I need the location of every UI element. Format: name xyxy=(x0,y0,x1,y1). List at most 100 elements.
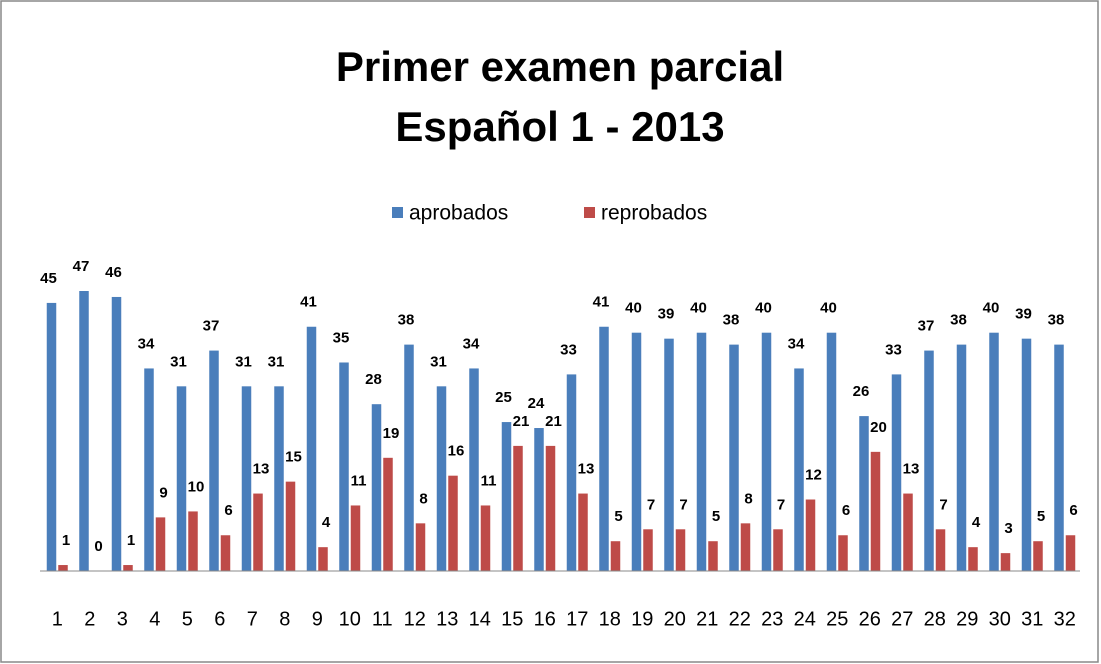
x-tick-label: 3 xyxy=(117,608,128,630)
data-label: 40 xyxy=(755,300,772,317)
data-label: 9 xyxy=(159,484,167,501)
data-label: 6 xyxy=(842,502,850,519)
bar xyxy=(1000,553,1011,571)
x-tick-label: 8 xyxy=(279,608,290,630)
x-tick-label: 30 xyxy=(989,608,1011,630)
x-tick-label: 26 xyxy=(859,608,881,630)
bar xyxy=(838,535,848,571)
bar xyxy=(253,493,263,571)
bar xyxy=(708,541,718,571)
bar xyxy=(501,422,512,571)
bar xyxy=(1065,535,1076,571)
bar xyxy=(46,302,57,571)
chart-title: Español 1 - 2013 xyxy=(395,103,724,150)
data-label: 31 xyxy=(170,353,187,370)
legend-swatch xyxy=(392,207,403,218)
bar xyxy=(513,445,523,571)
bar xyxy=(1033,541,1043,571)
x-tick-label: 1 xyxy=(52,608,63,630)
bar xyxy=(480,505,491,571)
data-label: 47 xyxy=(73,258,90,275)
bar xyxy=(545,445,556,571)
data-label: 6 xyxy=(224,502,232,519)
data-label: 7 xyxy=(939,496,947,513)
data-label: 39 xyxy=(1015,306,1032,323)
data-label: 34 xyxy=(138,335,155,352)
x-tick-label: 5 xyxy=(182,608,193,630)
bar xyxy=(1021,338,1032,571)
bar xyxy=(566,374,577,571)
data-label: 5 xyxy=(712,508,720,525)
data-label: 31 xyxy=(430,353,447,370)
data-label: 13 xyxy=(903,461,920,478)
bar xyxy=(968,547,978,571)
data-label: 34 xyxy=(463,335,480,352)
data-label: 38 xyxy=(398,312,415,329)
x-tick-label: 25 xyxy=(826,608,848,630)
bar xyxy=(318,547,328,571)
bar xyxy=(436,386,447,571)
x-tick-label: 15 xyxy=(501,608,523,630)
bar xyxy=(794,368,804,571)
x-tick-label: 6 xyxy=(214,608,225,630)
data-label: 25 xyxy=(495,389,512,406)
bar xyxy=(805,499,816,571)
data-label: 40 xyxy=(820,300,837,317)
bar xyxy=(826,332,837,571)
bar xyxy=(188,511,198,571)
bar xyxy=(155,517,166,571)
legend-swatch xyxy=(584,207,595,218)
bar xyxy=(664,338,674,571)
data-label: 31 xyxy=(235,353,252,370)
data-label: 35 xyxy=(333,329,350,346)
x-tick-label: 27 xyxy=(891,608,913,630)
bar xyxy=(469,368,479,571)
data-label: 0 xyxy=(94,538,102,555)
bar xyxy=(859,416,869,571)
bar xyxy=(761,332,772,571)
data-label: 11 xyxy=(481,472,497,489)
x-tick-label: 32 xyxy=(1054,608,1076,630)
x-tick-label: 17 xyxy=(566,608,588,630)
bar xyxy=(123,565,133,571)
bar xyxy=(643,529,653,571)
data-label: 41 xyxy=(593,294,610,311)
x-tick-label: 4 xyxy=(149,608,160,630)
x-tick-label: 31 xyxy=(1021,608,1043,630)
x-tick-label: 10 xyxy=(339,608,361,630)
bar xyxy=(773,529,783,571)
x-tick-label: 24 xyxy=(794,608,816,630)
data-label: 13 xyxy=(253,461,270,478)
bar xyxy=(383,457,393,571)
data-label: 37 xyxy=(203,318,220,335)
chart-title: Primer examen parcial xyxy=(336,43,784,90)
data-label: 40 xyxy=(690,300,707,317)
data-label: 37 xyxy=(918,318,935,335)
bar xyxy=(924,350,934,571)
data-label: 5 xyxy=(614,508,622,525)
data-label: 38 xyxy=(723,312,740,329)
x-tick-label: 16 xyxy=(534,608,556,630)
x-tick-label: 19 xyxy=(631,608,653,630)
x-tick-label: 22 xyxy=(729,608,751,630)
bar xyxy=(729,344,739,571)
data-label: 4 xyxy=(322,514,331,531)
data-label: 40 xyxy=(625,300,642,317)
bar xyxy=(870,451,881,571)
bar xyxy=(534,428,544,571)
data-label: 5 xyxy=(1037,508,1045,525)
bar xyxy=(891,374,902,571)
bar xyxy=(903,493,913,571)
data-label: 33 xyxy=(885,341,902,358)
bar xyxy=(371,404,382,571)
legend-label: aprobados xyxy=(409,202,508,225)
bar xyxy=(209,350,219,571)
bar xyxy=(111,296,122,571)
data-label: 24 xyxy=(528,395,545,412)
data-label: 45 xyxy=(40,270,57,287)
x-tick-label: 2 xyxy=(84,608,95,630)
data-label: 1 xyxy=(62,532,70,549)
bar xyxy=(935,529,946,571)
x-tick-label: 23 xyxy=(761,608,783,630)
